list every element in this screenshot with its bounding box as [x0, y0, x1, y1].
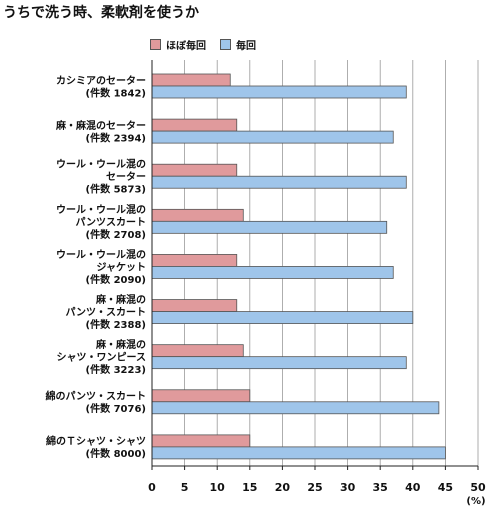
bar-hobo-maikai [151, 118, 238, 132]
legend-label-hobo-maikai: ほぼ毎回 [166, 41, 206, 52]
category-label: ウール・ウール混の [56, 248, 146, 261]
category-label: 綿のＴシャツ・シャツ [46, 435, 146, 448]
legend-swatch-hobo-maikai [150, 39, 161, 50]
legend-label-maikai: 毎回 [236, 41, 256, 52]
x-tick-label: 30 [340, 481, 356, 494]
x-tick-label: 0 [148, 481, 156, 494]
bar-maikai [151, 401, 440, 415]
legend: ほぼ毎回 毎回 [150, 37, 270, 52]
legend-swatch-maikai [220, 39, 231, 50]
category-label: ウール・ウール混の [56, 158, 146, 171]
unit-label: (%) [466, 496, 485, 507]
category-label: (件数 2394) [86, 131, 146, 144]
bar-hobo-maikai [151, 344, 244, 358]
x-tick-label: 40 [405, 481, 421, 494]
category-label: (件数 5873) [86, 183, 146, 196]
bar-maikai [151, 130, 394, 144]
category-label: パンツ・スカート [66, 307, 147, 319]
bar-maikai [151, 356, 407, 370]
x-tick-label: 10 [210, 481, 226, 494]
bar-hobo-maikai [151, 163, 238, 177]
bar-hobo-maikai [151, 389, 251, 403]
x-tick-label: 35 [373, 481, 388, 494]
category-label: (件数 3223) [86, 363, 146, 376]
bar-hobo-maikai [151, 254, 238, 267]
category-label: ジャケット [97, 261, 147, 273]
category-label: 麻・麻混のセーター [55, 119, 146, 132]
bar-maikai [151, 446, 446, 460]
chart-title: うちで洗う時、柔軟剤を使うか [3, 5, 199, 21]
category-label: (件数 2708) [86, 228, 146, 241]
bar-maikai [151, 175, 407, 189]
bar-maikai [151, 266, 394, 279]
bar-hobo-maikai [151, 208, 244, 222]
category-label: 麻・麻混の [95, 338, 146, 351]
legend-item-hobo-maikai: ほぼ毎回 [150, 37, 206, 52]
bar-maikai [151, 85, 407, 99]
bar-hobo-maikai [151, 73, 231, 87]
category-label: セーター [106, 171, 146, 183]
x-tick-label: 45 [438, 481, 453, 494]
category-label: 麻・麻混の [95, 293, 146, 306]
x-tick-label: 15 [242, 481, 257, 494]
category-label: (件数 8000) [86, 447, 146, 460]
category-label: パンツスカート [76, 216, 147, 228]
category-label: (件数 2388) [86, 318, 146, 331]
category-label: ウール・ウール混の [56, 203, 146, 216]
legend-item-maikai: 毎回 [220, 37, 256, 52]
bar-maikai [151, 220, 388, 234]
x-tick-label: 5 [181, 481, 189, 494]
bar-maikai [151, 311, 414, 324]
category-label: (件数 1842) [86, 86, 146, 99]
bar-hobo-maikai [151, 299, 238, 312]
x-tick-label: 50 [470, 481, 486, 494]
bar-hobo-maikai [151, 434, 251, 448]
category-label: (件数 7076) [86, 402, 146, 415]
category-label: シャツ・ワンピース [57, 352, 147, 364]
x-tick-label: 25 [307, 481, 322, 494]
category-label: (件数 2090) [86, 273, 146, 286]
x-tick-label: 20 [275, 481, 291, 494]
category-label: 綿のパンツ・スカート [46, 390, 147, 403]
category-label: カシミアのセーター [56, 75, 146, 87]
